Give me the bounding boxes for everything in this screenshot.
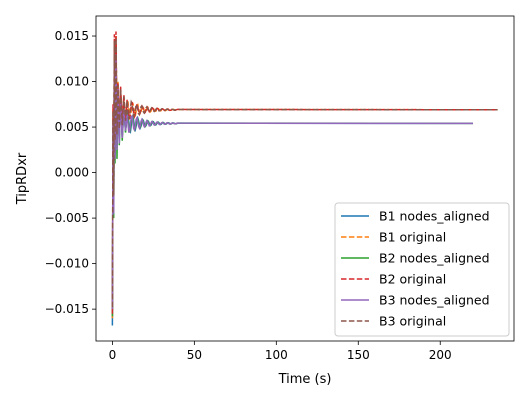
legend-label: B3 original [379,314,446,329]
x-tick-label: 150 [347,348,370,362]
x-tick-label: 50 [187,348,202,362]
y-tick-label: 0.010 [55,75,89,89]
series-line-5 [111,54,474,310]
x-tick-label: 200 [429,348,452,362]
y-axis: −0.015 −0.010 −0.005 0.000 0.005 0.010 0.015 [45,29,96,316]
series-layer [111,31,498,326]
y-tick-label: 0.005 [55,120,89,134]
legend: B1 nodes_aligned B1 original B2 nodes_alig… [334,202,510,337]
legend-label: B2 nodes_aligned [379,251,490,266]
y-tick-label: −0.010 [45,257,89,271]
y-axis-label: TipRDxr [15,152,30,205]
legend-label: B1 nodes_aligned [379,209,490,224]
legend-label: B3 nodes_aligned [379,293,490,308]
x-tick-label: 0 [109,348,117,362]
legend-box [334,202,510,337]
y-tick-label: 0.015 [55,29,89,43]
legend-label: B2 original [379,272,446,287]
x-tick-label: 100 [265,348,288,362]
plot-frame [95,15,515,342]
y-tick-label: −0.015 [45,302,89,316]
x-axis-label: Time (s) [278,372,332,387]
y-tick-label: −0.005 [45,211,89,225]
legend-label: B1 original [379,230,446,245]
series-line-6 [111,37,498,308]
y-tick-label: 0.000 [55,166,89,180]
x-axis: 0 50 100 150 200 [109,341,452,362]
